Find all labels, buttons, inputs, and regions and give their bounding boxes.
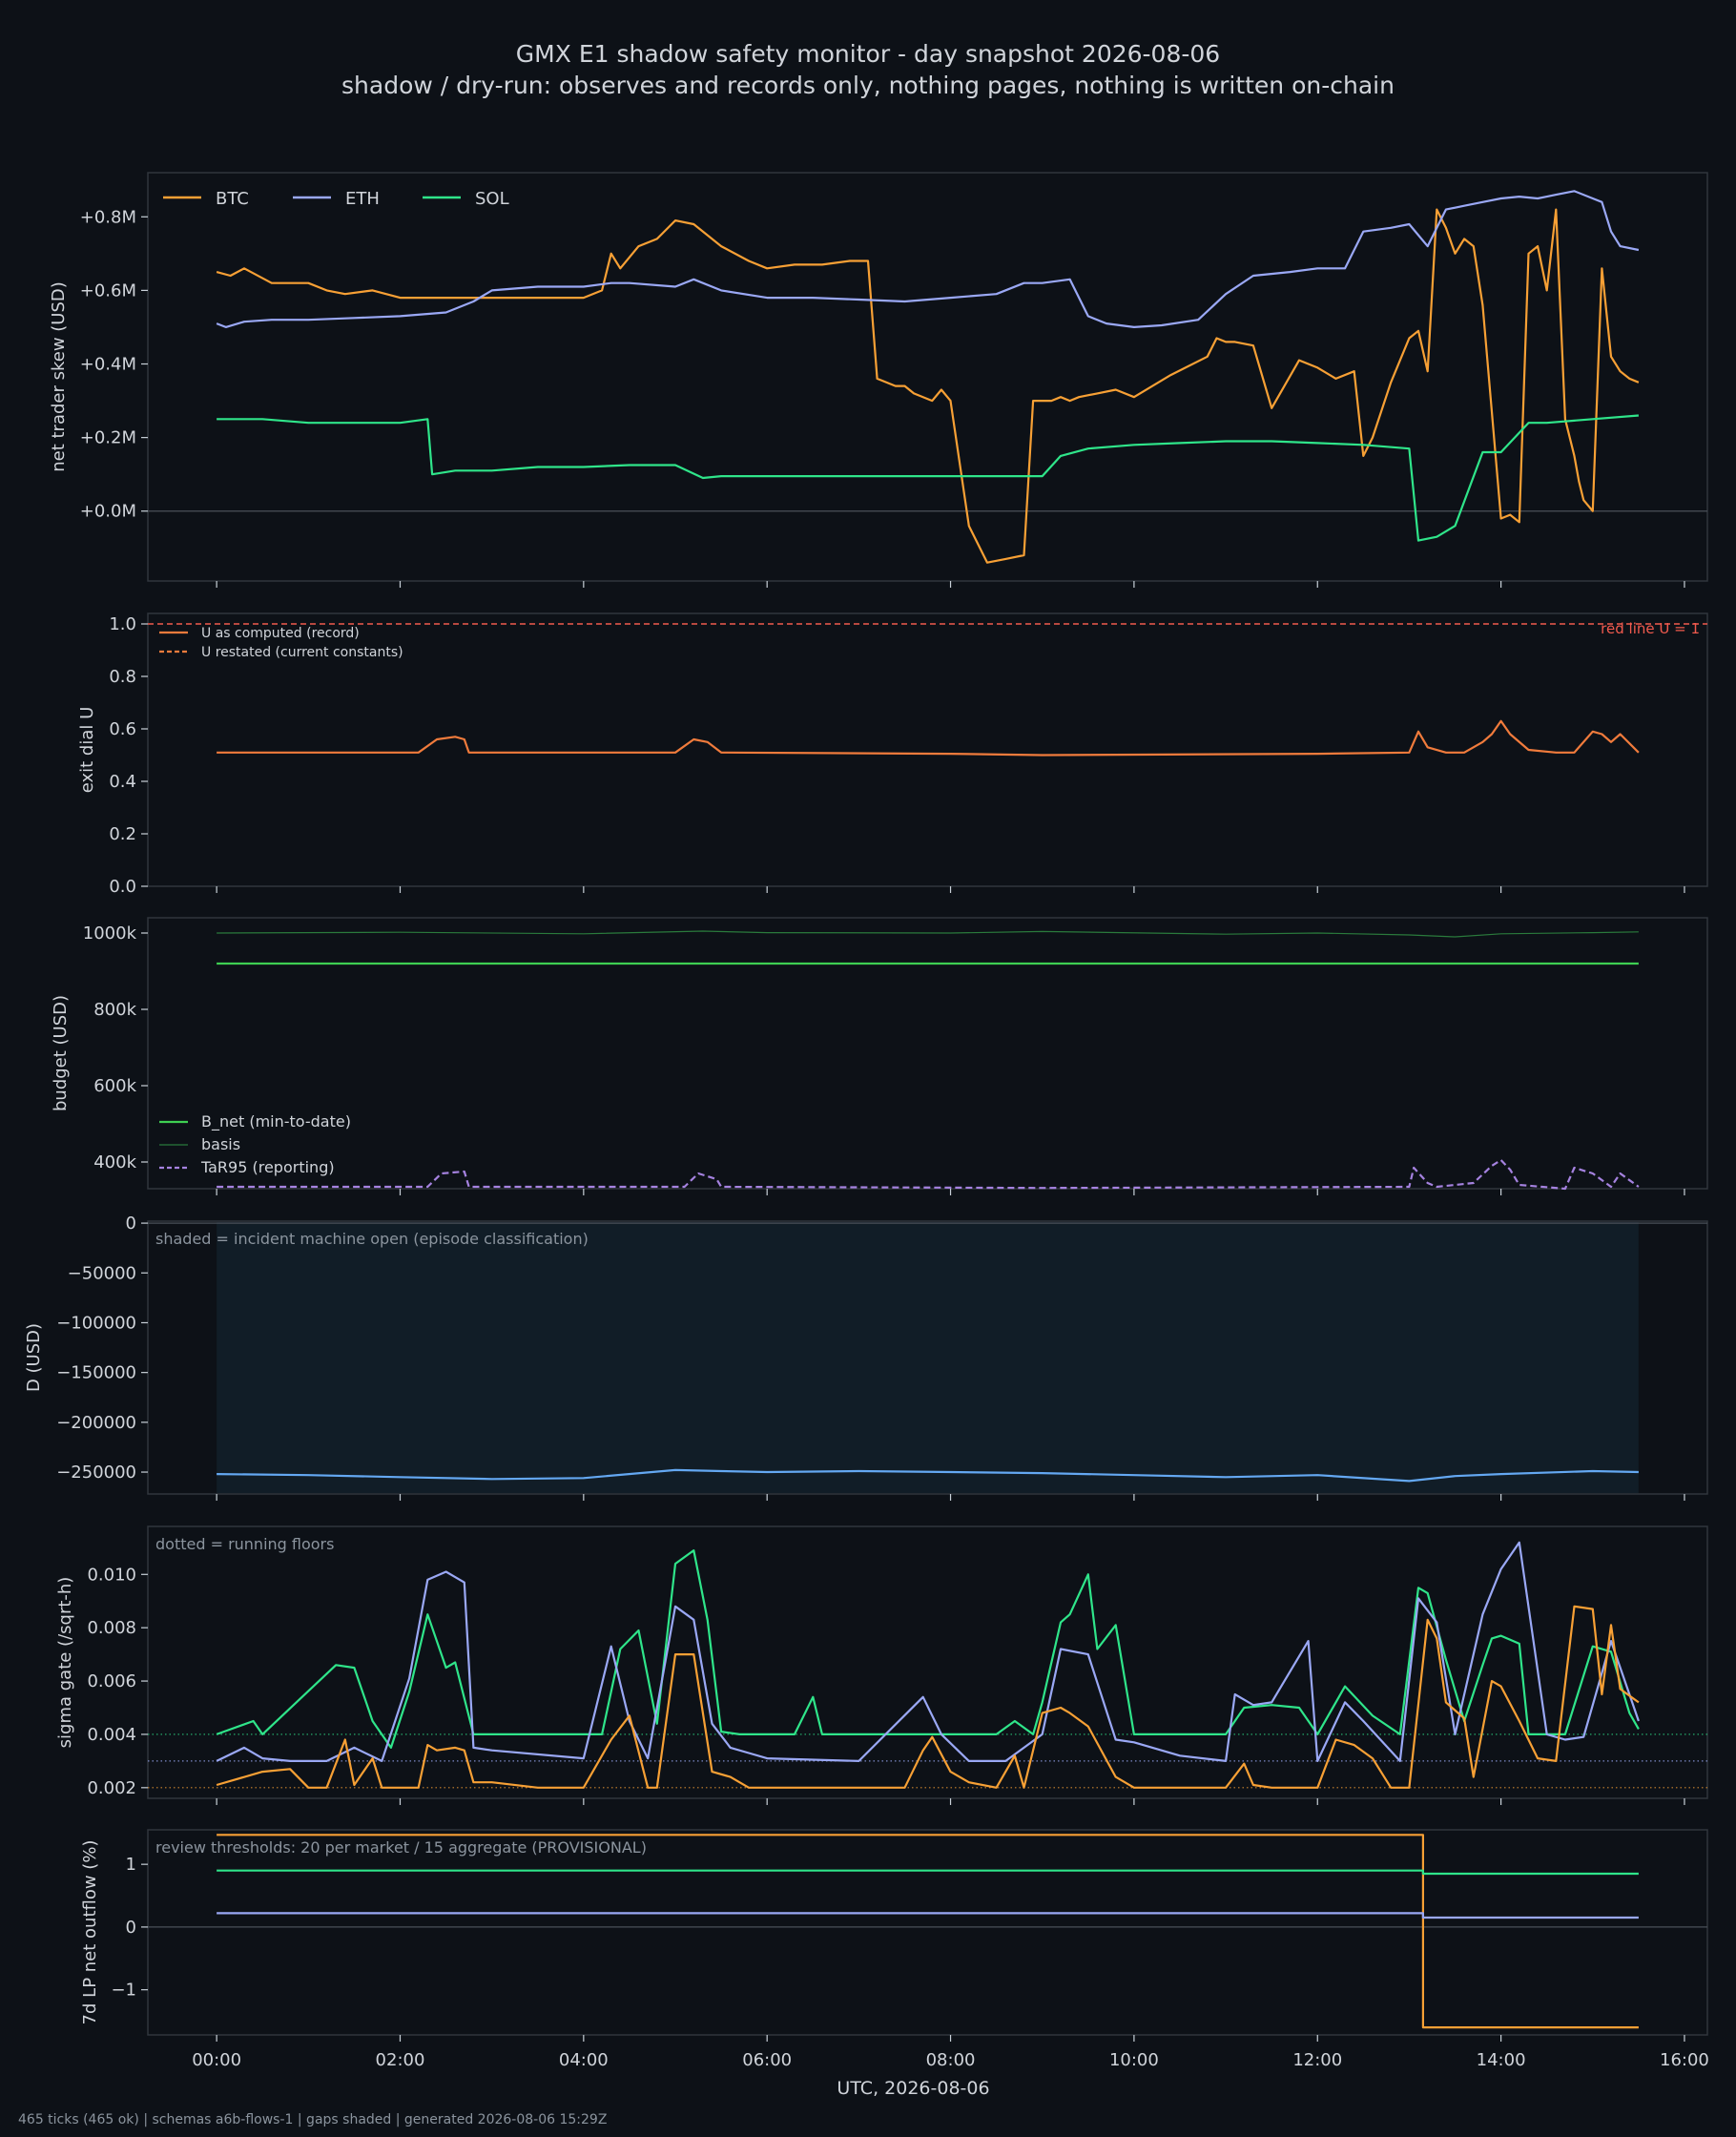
panel-3: 400k 600k 800k 1000k budget (USD) B_net (min-…: [51, 917, 1708, 1195]
panel-4: 0 −50000 −100000 −150000 −200000 −250000 D (US…: [24, 1214, 1708, 1501]
series-line-btc: [216, 208, 1640, 564]
legend-entry: basis: [159, 1135, 240, 1153]
y-tick-label: −150000: [56, 1363, 136, 1383]
legend-label: U restated (current constants): [201, 645, 403, 660]
y-tick-label: 0.010: [87, 1565, 136, 1585]
series-line-sol: [217, 414, 1639, 542]
series-line-basis: [217, 930, 1639, 938]
panel-frame: [147, 172, 1708, 582]
legend-label: U as computed (record): [201, 626, 360, 641]
panel-6: −1 0 1 7d LP net outflow (%) review threshol…: [80, 1829, 1708, 2042]
y-tick-label: −250000: [56, 1463, 136, 1483]
legend-entry: U as computed (record): [159, 626, 360, 641]
y-tick-label: 0.008: [87, 1618, 136, 1638]
legend-entry: TaR95 (reporting): [159, 1158, 335, 1176]
series-line-tar95-reporting: [217, 1158, 1640, 1191]
y-axis-label: budget (USD): [51, 995, 71, 1111]
legend-entry: BTC: [163, 189, 249, 209]
series-line-btc: [216, 1605, 1640, 1789]
series-line-d: [217, 1468, 1639, 1483]
y-tick-label: 0.4: [109, 772, 136, 792]
legend-label: basis: [201, 1135, 240, 1153]
panel-frame: [147, 612, 1708, 887]
x-tick-label: 12:00: [1292, 2050, 1342, 2070]
panel-1: +0.0M +0.2M +0.4M +0.6M +0.8M net trader skew…: [49, 172, 1708, 588]
y-axis-label: net trader skew (USD): [49, 281, 69, 472]
y-tick-label: 0: [126, 1918, 136, 1938]
x-tick-label: 02:00: [376, 2050, 425, 2070]
y-tick-label: −200000: [56, 1413, 136, 1433]
legend-label: TaR95 (reporting): [200, 1158, 335, 1176]
x-tick-label: 14:00: [1477, 2050, 1526, 2070]
chart-subtitle: shadow / dry-run: observes and records o…: [341, 72, 1395, 99]
y-axis-label: 7d LP net outflow (%): [80, 1840, 100, 2025]
y-tick-label: 0.2: [109, 824, 136, 844]
incident-shade: [217, 1222, 1639, 1493]
y-tick-label: 0.002: [87, 1778, 136, 1798]
y-tick-label: 1000k: [83, 923, 137, 944]
legend-entry: B_net (min-to-date): [159, 1112, 351, 1131]
series-line-btc: [217, 1834, 1639, 2029]
panel-annotation: dotted = running floors: [155, 1535, 334, 1553]
x-tick-label: 04:00: [559, 2050, 609, 2070]
series-line-sol: [217, 1869, 1639, 1876]
y-tick-label: 0.006: [87, 1671, 136, 1691]
x-tick-label: 08:00: [926, 2050, 976, 2070]
panel-frame: [147, 1525, 1708, 1799]
x-tick-label: 16:00: [1660, 2050, 1709, 2070]
legend-label: SOL: [475, 189, 509, 209]
y-tick-label: −1: [111, 1981, 136, 2001]
y-tick-label: 800k: [93, 1000, 136, 1020]
legend-label: B_net (min-to-date): [201, 1112, 351, 1131]
y-tick-label: 0.004: [87, 1725, 136, 1745]
y-tick-label: +0.0M: [80, 502, 136, 522]
legend-entry: ETH: [293, 189, 380, 209]
legend-entry: U restated (current constants): [159, 645, 403, 660]
series-line-u-as-computed-record: [217, 719, 1640, 757]
panel-annotation: review thresholds: 20 per market / 15 ag…: [155, 1838, 647, 1857]
y-tick-label: +0.6M: [80, 280, 136, 301]
panel-5: 0.002 0.004 0.006 0.008 0.010 sigma gate (/sq…: [55, 1525, 1708, 1805]
legend-entry: SOL: [423, 189, 509, 209]
red-line-label: red line U = 1: [1601, 620, 1700, 637]
y-axis-label: D (USD): [24, 1323, 44, 1392]
legend-label: BTC: [216, 189, 249, 209]
panel-2: red line U = 1 0.0 0.2 0.4 0.6 0.8 1.0 exit dia…: [77, 612, 1708, 897]
y-tick-label: +0.8M: [80, 207, 136, 227]
y-tick-label: 600k: [93, 1076, 136, 1096]
y-tick-label: 1: [126, 1855, 136, 1875]
series-line-sol: [216, 1548, 1640, 1750]
series-line-eth: [216, 1541, 1640, 1763]
chart-title-block: GMX E1 shadow safety monitor - day snaps…: [0, 38, 1736, 101]
x-tick-label: 06:00: [742, 2050, 792, 2070]
series-line-eth: [216, 190, 1640, 328]
y-tick-label: +0.4M: [80, 355, 136, 375]
y-tick-label: 1.0: [109, 614, 136, 634]
y-tick-label: 0: [126, 1214, 136, 1234]
y-tick-label: 0.8: [109, 667, 136, 687]
series-line-eth: [217, 1912, 1639, 1919]
x-tick-label: 10:00: [1109, 2050, 1159, 2070]
y-axis-label: sigma gate (/sqrt-h): [55, 1577, 75, 1749]
panel-frame: [147, 917, 1708, 1190]
legend-label: ETH: [345, 189, 380, 209]
y-tick-label: 0.6: [109, 719, 136, 739]
x-axis-label: UTC, 2026-08-06: [837, 2078, 989, 2099]
panel-frame: [147, 1829, 1708, 2036]
panel-annotation: shaded = incident machine open (episode …: [155, 1230, 589, 1248]
y-axis-label: exit dial U: [77, 707, 97, 794]
y-tick-label: 400k: [93, 1152, 136, 1172]
y-tick-label: −50000: [68, 1263, 136, 1283]
y-tick-label: 0.0: [109, 877, 136, 897]
chart-title: GMX E1 shadow safety monitor - day snaps…: [515, 40, 1221, 68]
y-tick-label: −100000: [56, 1313, 136, 1333]
y-tick-label: +0.2M: [80, 428, 136, 448]
footer-status: 465 ticks (465 ok) | schemas a6b-flows-1…: [18, 2112, 608, 2127]
x-tick-label: 00:00: [192, 2050, 241, 2070]
